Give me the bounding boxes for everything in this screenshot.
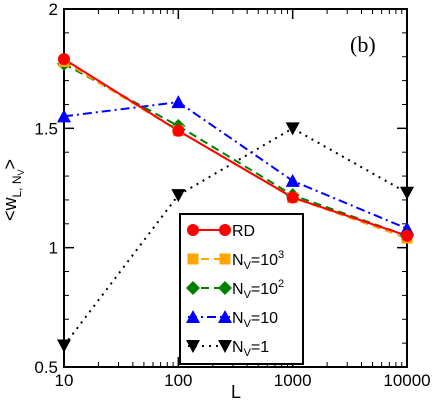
data-point-series-3 [57,109,71,123]
series-line-2 [63,63,408,237]
data-point-series-0 [401,229,413,242]
legend-label-sup: 2 [278,278,284,290]
legend-marker [186,310,200,323]
series-line-3 [63,101,408,230]
legend-label-sub: V [244,318,252,330]
series-line-0 [63,58,408,237]
x-tick-label: 10 [55,371,74,390]
data-point-series-0 [286,191,299,204]
legend-label-sub: V [244,260,252,272]
legend-label-sup: 3 [278,249,284,261]
y-tick-label: 0.5 [34,358,58,377]
legend-label-main: N [232,252,244,269]
legend-box [179,213,304,365]
legend-label-rest: =1 [251,339,269,356]
legend-marker [187,253,199,265]
legend-label-main: RD [232,223,255,240]
legend-marker [219,224,231,236]
legend-label-rest: =10 [251,310,278,327]
y-tick-label: 1 [49,239,58,258]
series-lines [63,58,408,347]
axis-ticks: 10 100 1000 10000 0.5 1 1.5 2 [34,0,430,390]
y-tick-label: 1.5 [34,119,58,138]
data-point-series-0 [172,124,185,137]
legend-marker [186,281,200,295]
legend-label-sub: V [244,347,252,359]
series-line-4 [63,127,408,347]
data-point-series-4 [400,186,414,200]
panel-label: (b) [350,32,376,57]
legend-label-main: N [232,339,244,356]
data-point-series-4 [285,122,300,136]
data-point-series-3 [171,95,186,109]
y-tick-label: 2 [49,0,58,19]
data-point-series-3 [285,173,300,187]
x-tick-label: 1000 [274,371,312,390]
y-axis-label-close: > [0,159,20,170]
legend-label-1: NV=103 [232,249,284,272]
x-tick-label: 10000 [383,371,430,390]
legend-label-4: NV=1 [232,339,269,359]
legend-label-3: NV=10 [232,310,278,330]
legend-label-2: NV=102 [232,278,284,301]
x-axis-label: L [231,382,241,402]
y-axis-label-sub: L, N [10,176,24,198]
series-line-1 [63,60,408,240]
legend-label-sub: V [244,289,252,301]
legend-marker [187,224,199,236]
data-point-series-4 [57,339,71,353]
legend-marker [186,340,200,353]
legend-label-main: N [232,310,244,327]
y-axis-label-main: <w [0,197,20,222]
y-axis-label: <wL, NV> [0,159,26,221]
data-point-series-4 [171,189,186,203]
svg-text:<wL, NV>: <wL, NV> [0,159,26,221]
legend-label-main: N [232,281,244,298]
data-point-series-0 [58,53,70,66]
legend-marker [218,340,232,353]
legend-marker [219,253,231,265]
legend-label-rest: =10 [251,252,278,269]
x-tick-label: 100 [164,371,192,390]
legend-marker [218,310,232,323]
series-markers [57,53,414,353]
legend-label-0: RD [232,223,255,240]
y-axis-label-subsub: V [16,169,26,175]
legend-label-rest: =10 [251,281,278,298]
legend-marker [218,281,232,295]
